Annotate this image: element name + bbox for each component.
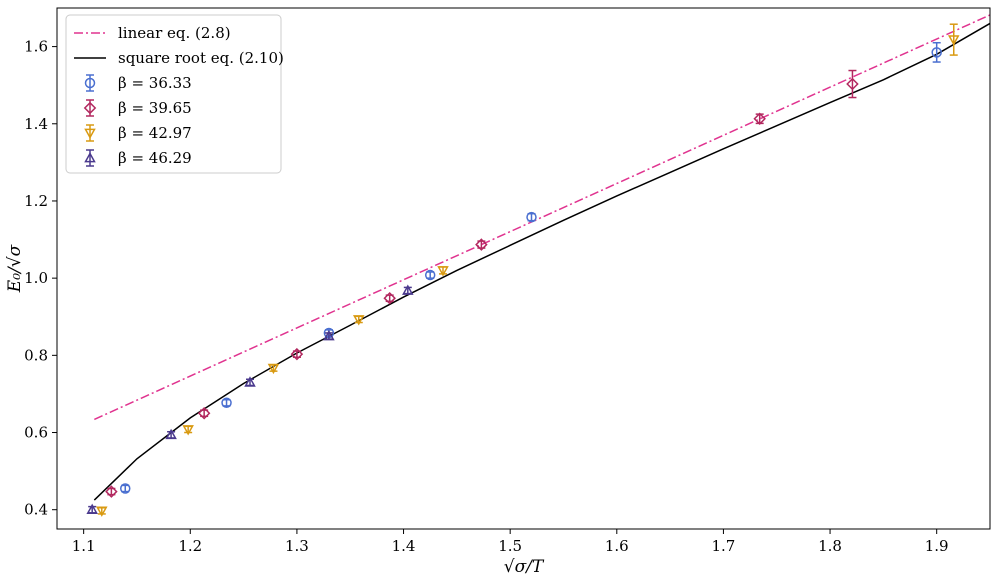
y-tick-label: 1.6 (24, 38, 48, 56)
data-point (165, 428, 177, 440)
data-point (352, 315, 365, 326)
data-point (947, 35, 960, 46)
data-point (402, 284, 414, 295)
fit-lines (93, 14, 991, 501)
legend-label: square root eq. (2.10) (118, 49, 284, 67)
data-point (475, 238, 488, 251)
legend-label: linear eq. (2.8) (118, 24, 231, 42)
legend-label: β = 46.29 (118, 149, 192, 167)
x-tick-label: 1.6 (605, 537, 629, 555)
linear-fit-line (94, 14, 991, 421)
x-tick-label: 1.8 (818, 537, 842, 555)
data-point (437, 266, 449, 277)
x-tick-label: 1.1 (72, 537, 96, 555)
y-tick-label: 1.4 (24, 115, 48, 133)
y-tick-label: 0.4 (24, 501, 48, 519)
data-points (86, 23, 960, 517)
data-point (290, 347, 304, 361)
data-point (96, 506, 108, 517)
legend-box (65, 14, 282, 174)
data-point (753, 112, 766, 126)
data-point (182, 425, 194, 436)
y-axis-ticks: 0.4 0.6 0.8 1.0 1.2 1.4 1.6 (24, 38, 57, 519)
data-point (323, 329, 335, 341)
data-point (197, 406, 211, 420)
x-tick-label: 1.7 (711, 537, 735, 555)
data-point (105, 485, 118, 498)
x-tick-label: 1.2 (178, 537, 202, 555)
data-point (86, 503, 98, 515)
square-root-fit-line (93, 22, 991, 501)
y-tick-label: 1.0 (24, 269, 48, 287)
x-tick-label: 1.9 (925, 537, 949, 555)
data-point (383, 291, 396, 305)
data-point (267, 363, 280, 375)
legend-marker (84, 128, 96, 140)
x-tick-label: 1.3 (285, 537, 309, 555)
data-point (424, 269, 436, 281)
data-point (221, 397, 232, 409)
plot-frame (56, 7, 991, 530)
data-point (931, 47, 942, 58)
legend-marker (83, 101, 97, 115)
legend-label: β = 39.65 (118, 99, 192, 117)
x-tick-label: 1.4 (392, 537, 416, 555)
data-point (119, 483, 131, 494)
y-tick-label: 0.8 (24, 346, 48, 364)
legend-label: β = 36.33 (118, 74, 192, 92)
x-axis-label: √σ/T (504, 557, 545, 577)
data-point (244, 376, 256, 387)
x-axis-ticks: 1.1 1.2 1.3 1.4 1.5 1.6 1.7 1.8 1.9 (72, 529, 949, 555)
y-tick-label: 1.2 (24, 192, 48, 210)
y-axis-label: E₀/√σ (5, 244, 25, 293)
x-tick-label: 1.5 (498, 537, 522, 555)
legend: linear eq. (2.8) square root eq. (2.10) β … (65, 14, 284, 174)
legend-marker (84, 151, 96, 163)
data-point (846, 77, 859, 91)
legend-marker (84, 77, 96, 89)
legend-label: β = 42.97 (118, 124, 192, 142)
y-tick-label: 0.6 (24, 424, 48, 442)
data-point (526, 211, 537, 223)
